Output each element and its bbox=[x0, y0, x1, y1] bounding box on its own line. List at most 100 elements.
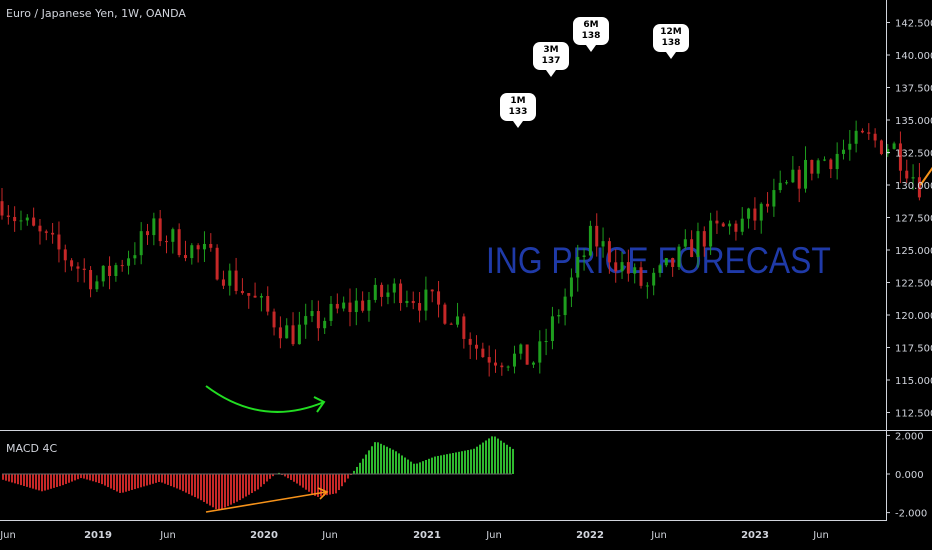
candle-down bbox=[481, 348, 485, 358]
candle-up bbox=[114, 265, 118, 276]
candle-down bbox=[639, 267, 643, 286]
candle-down bbox=[57, 234, 61, 250]
candle-down bbox=[494, 362, 497, 366]
macd-bar bbox=[359, 462, 361, 474]
macd-bar bbox=[236, 474, 238, 502]
candle-up bbox=[95, 281, 99, 290]
candle-up bbox=[456, 316, 460, 325]
callout-6m-value: 138 bbox=[581, 31, 601, 41]
price-tick-label: 135.000 bbox=[895, 116, 932, 127]
macd-bar bbox=[11, 474, 13, 483]
macd-bar bbox=[371, 446, 373, 474]
callout-1m-horizon: 1M bbox=[510, 96, 526, 106]
candle-up bbox=[658, 265, 662, 273]
callout-3m: 3M 137 bbox=[533, 42, 569, 77]
candle-up bbox=[664, 258, 668, 266]
candle-up bbox=[835, 153, 839, 170]
macd-bar bbox=[149, 474, 151, 485]
candle-up bbox=[848, 143, 852, 150]
macd-bar bbox=[332, 474, 334, 494]
candle-down bbox=[607, 241, 611, 263]
macd-bar bbox=[347, 474, 349, 479]
macd-bar bbox=[170, 474, 172, 487]
candle-up bbox=[778, 182, 782, 191]
candle-up bbox=[854, 130, 858, 144]
macd-bar bbox=[119, 474, 121, 493]
macd-bar bbox=[320, 474, 322, 497]
macd-bar bbox=[44, 474, 46, 491]
macd-bar bbox=[494, 436, 496, 474]
macd-bar bbox=[419, 462, 421, 474]
time-tick-label: Jun bbox=[812, 530, 829, 541]
candle-down bbox=[753, 208, 757, 221]
macd-bar bbox=[47, 474, 49, 490]
macd-bar bbox=[206, 474, 208, 504]
candle-down bbox=[335, 303, 339, 309]
candle-up bbox=[392, 283, 396, 293]
macd-bar bbox=[188, 474, 190, 495]
macd-bar bbox=[479, 444, 481, 474]
candle-down bbox=[905, 170, 909, 179]
macd-bar bbox=[212, 474, 214, 508]
candle-down bbox=[898, 143, 902, 171]
candle-up bbox=[557, 315, 561, 317]
macd-bar bbox=[23, 474, 25, 486]
candle-up bbox=[563, 296, 567, 316]
macd-bar bbox=[152, 474, 154, 484]
macd-bar bbox=[470, 449, 472, 474]
candle-up bbox=[728, 223, 732, 227]
candle-up bbox=[633, 267, 637, 274]
candle-up bbox=[25, 217, 29, 221]
candle-down bbox=[443, 304, 447, 324]
macd-bar bbox=[485, 440, 487, 474]
price-tick-label: 125.000 bbox=[895, 246, 932, 257]
candle-up bbox=[139, 231, 143, 256]
candle-down bbox=[70, 260, 74, 267]
candle-up bbox=[886, 148, 890, 155]
macd-bar bbox=[410, 461, 412, 474]
macd-bar bbox=[434, 456, 436, 474]
macd-bar bbox=[266, 474, 268, 482]
candle-down bbox=[500, 365, 504, 368]
callout-12m-horizon: 12M bbox=[660, 27, 682, 37]
macd-bar bbox=[464, 450, 466, 474]
callout-3m-horizon: 3M bbox=[543, 45, 559, 55]
macd-bar bbox=[215, 474, 217, 510]
candle-up bbox=[569, 277, 573, 297]
macd-bar bbox=[92, 474, 94, 482]
candle-down bbox=[165, 241, 168, 243]
candle-up bbox=[791, 169, 795, 183]
macd-bar bbox=[248, 474, 250, 495]
macd-bar bbox=[146, 474, 148, 486]
macd-bar bbox=[158, 474, 160, 482]
candle-down bbox=[266, 296, 270, 312]
macd-bar bbox=[284, 474, 286, 477]
macd-bar bbox=[449, 453, 451, 474]
candle-down bbox=[595, 225, 599, 247]
candle-down bbox=[810, 159, 814, 174]
macd-bar bbox=[323, 474, 325, 496]
candle-up bbox=[354, 300, 358, 313]
candle-up bbox=[696, 231, 700, 257]
macd-bar bbox=[365, 454, 367, 474]
macd-bar bbox=[227, 474, 229, 507]
callout-6m: 6M 138 bbox=[573, 17, 609, 52]
macd-bar bbox=[128, 474, 130, 491]
macd-bar bbox=[65, 474, 67, 484]
candle-down bbox=[158, 218, 162, 242]
macd-bar bbox=[62, 474, 64, 486]
overlays-group bbox=[205, 166, 932, 513]
macd-bar bbox=[341, 474, 343, 487]
macd-bar bbox=[242, 474, 244, 499]
candle-down bbox=[797, 169, 801, 189]
candle-up bbox=[297, 324, 301, 345]
macd-bar bbox=[509, 446, 511, 474]
candle-up bbox=[892, 143, 896, 149]
candle-up bbox=[550, 316, 554, 342]
macd-bar bbox=[386, 446, 388, 474]
candle-down bbox=[626, 262, 630, 274]
candle-down bbox=[272, 311, 276, 328]
candle-down bbox=[215, 247, 219, 280]
callout-3m-value: 137 bbox=[541, 56, 561, 66]
time-tick-label: 2022 bbox=[576, 530, 604, 541]
